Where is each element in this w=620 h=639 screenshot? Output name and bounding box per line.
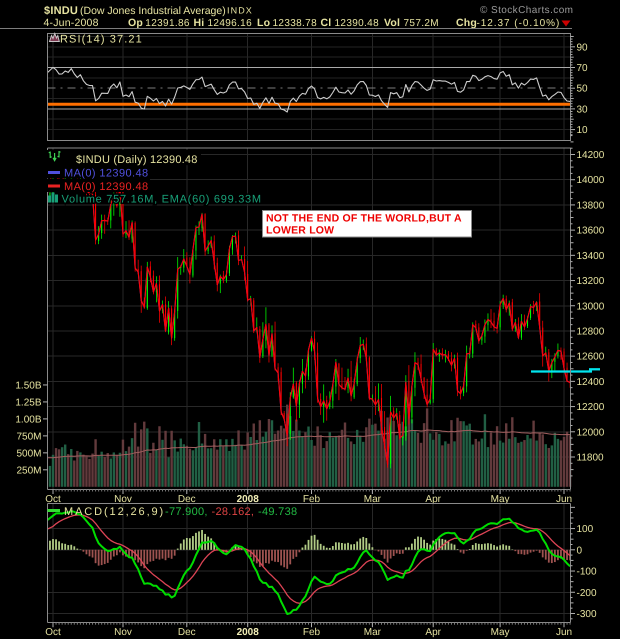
svg-text:NOT THE END OF THE WORLD,BUT A: NOT THE END OF THE WORLD,BUT A bbox=[266, 213, 462, 225]
svg-text:Op: Op bbox=[128, 17, 143, 29]
svg-text:1.25B: 1.25B bbox=[15, 397, 41, 408]
svg-text:Volume 757.16M, EMA(60) 699.33: Volume 757.16M, EMA(60) 699.33M bbox=[62, 194, 262, 206]
svg-text:13800: 13800 bbox=[577, 200, 605, 211]
svg-text:100: 100 bbox=[577, 524, 594, 535]
svg-text:$INDU (Daily) 12390.48: $INDU (Daily) 12390.48 bbox=[76, 154, 198, 166]
svg-text:11800: 11800 bbox=[577, 453, 605, 464]
svg-text:-12.37 (-0.10%): -12.37 (-0.10%) bbox=[477, 18, 561, 29]
svg-text:Oct: Oct bbox=[45, 627, 61, 638]
svg-text:12400: 12400 bbox=[577, 377, 605, 388]
svg-text:Apr: Apr bbox=[425, 494, 441, 505]
svg-text:MACD(12,26,9): MACD(12,26,9) bbox=[64, 506, 165, 518]
svg-text:Apr: Apr bbox=[425, 627, 441, 638]
svg-text:Jun: Jun bbox=[556, 627, 572, 638]
svg-text:13400: 13400 bbox=[577, 251, 605, 262]
svg-text:12600: 12600 bbox=[577, 352, 605, 363]
svg-text:Feb: Feb bbox=[303, 494, 321, 505]
svg-text:12200: 12200 bbox=[577, 402, 605, 413]
svg-text:$INDU: $INDU bbox=[44, 5, 78, 17]
svg-text:LOWER LOW: LOWER LOW bbox=[266, 225, 334, 237]
svg-text:-49.738: -49.738 bbox=[258, 506, 297, 518]
svg-text:-100: -100 bbox=[577, 567, 597, 578]
svg-text:2008: 2008 bbox=[237, 627, 260, 638]
svg-text:Hi: Hi bbox=[194, 17, 205, 29]
svg-text:Oct: Oct bbox=[45, 494, 61, 505]
svg-text:14000: 14000 bbox=[577, 175, 605, 186]
svg-text:12338.78: 12338.78 bbox=[273, 18, 318, 29]
svg-text:1.00B: 1.00B bbox=[15, 414, 41, 425]
svg-text:70: 70 bbox=[577, 63, 589, 74]
svg-text:13000: 13000 bbox=[577, 301, 605, 312]
svg-text:0: 0 bbox=[577, 545, 583, 556]
svg-text:30: 30 bbox=[577, 104, 589, 115]
svg-text:Nov: Nov bbox=[114, 494, 132, 505]
svg-text:-77.900,: -77.900, bbox=[165, 506, 208, 518]
svg-text:-28.162,: -28.162, bbox=[212, 506, 255, 518]
svg-text:12496.16: 12496.16 bbox=[208, 18, 253, 29]
svg-text:© StockCharts.com: © StockCharts.com bbox=[480, 5, 573, 16]
svg-text:12800: 12800 bbox=[577, 326, 605, 337]
svg-text:RSI(14) 37.21: RSI(14) 37.21 bbox=[60, 34, 143, 46]
svg-text:INDX: INDX bbox=[227, 6, 253, 16]
svg-text:Dec: Dec bbox=[178, 627, 196, 638]
svg-text:Vol: Vol bbox=[384, 17, 400, 29]
svg-text:14200: 14200 bbox=[577, 150, 605, 161]
svg-text:757.2M: 757.2M bbox=[404, 18, 439, 29]
svg-text:90: 90 bbox=[577, 42, 589, 53]
svg-text:13200: 13200 bbox=[577, 276, 605, 287]
svg-text:-300: -300 bbox=[577, 609, 597, 620]
svg-text:Feb: Feb bbox=[303, 627, 321, 638]
svg-text:Mar: Mar bbox=[364, 627, 382, 638]
svg-text:Chg: Chg bbox=[456, 17, 477, 29]
svg-text:250M: 250M bbox=[16, 465, 41, 476]
svg-text:4-Jun-2008: 4-Jun-2008 bbox=[44, 17, 99, 29]
svg-text:750M: 750M bbox=[16, 431, 41, 442]
svg-text:10: 10 bbox=[577, 125, 589, 136]
svg-text:1.50B: 1.50B bbox=[15, 380, 41, 391]
svg-text:2008: 2008 bbox=[237, 494, 260, 505]
svg-text:Mar: Mar bbox=[364, 494, 382, 505]
svg-text:-200: -200 bbox=[577, 588, 597, 599]
svg-text:MA(0) 12390.48: MA(0) 12390.48 bbox=[64, 168, 148, 180]
svg-text:12390.48: 12390.48 bbox=[335, 18, 380, 29]
svg-text:(Dow Jones Industrial Average): (Dow Jones Industrial Average) bbox=[80, 5, 226, 17]
svg-text:Nov: Nov bbox=[114, 627, 132, 638]
svg-text:Dec: Dec bbox=[178, 494, 196, 505]
svg-text:May: May bbox=[491, 627, 510, 638]
svg-text:12391.86: 12391.86 bbox=[145, 18, 190, 29]
svg-text:Jun: Jun bbox=[556, 494, 572, 505]
svg-text:Cl: Cl bbox=[321, 17, 332, 29]
svg-text:Lo: Lo bbox=[257, 17, 270, 29]
svg-text:12000: 12000 bbox=[577, 427, 605, 438]
svg-text:May: May bbox=[491, 494, 510, 505]
svg-text:13600: 13600 bbox=[577, 226, 605, 237]
svg-text:50: 50 bbox=[577, 84, 589, 95]
svg-text:500M: 500M bbox=[16, 448, 41, 459]
svg-text:MA(0) 12390.48: MA(0) 12390.48 bbox=[64, 181, 148, 193]
